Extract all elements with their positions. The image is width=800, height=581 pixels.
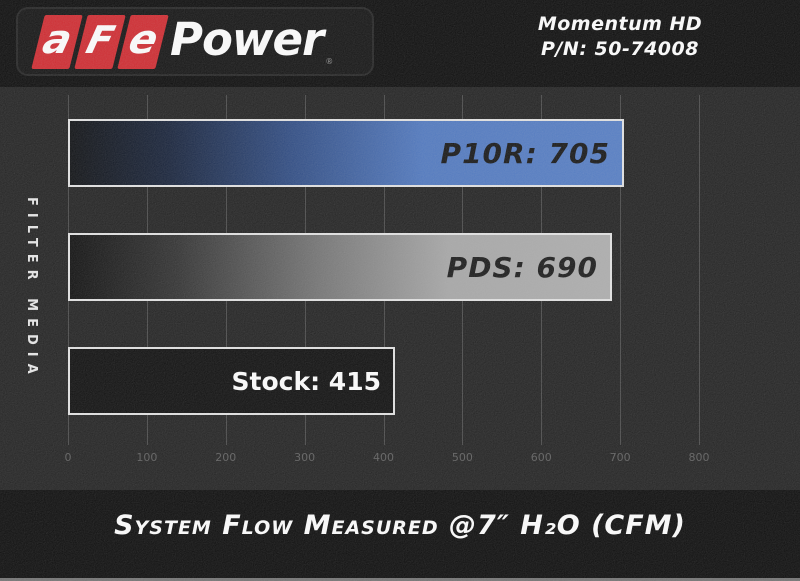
bar-value-label: Stock: 415 bbox=[231, 366, 381, 396]
logo-letter-e: e bbox=[124, 16, 163, 63]
product-name: Momentum HD bbox=[537, 13, 703, 35]
bar-p10r: P10R: 705 bbox=[68, 119, 624, 187]
x-tick-label: 100 bbox=[136, 451, 158, 464]
bar-value-label: PDS: 690 bbox=[446, 250, 598, 284]
x-tick-label: 300 bbox=[294, 451, 316, 464]
logo-tile-a: a bbox=[31, 14, 83, 69]
header: a F e Power ® Momentum HD P/N: 50-74008 bbox=[0, 0, 800, 87]
gridline bbox=[699, 95, 700, 445]
bar-stock: Stock: 415 bbox=[68, 347, 395, 415]
afe-power-logo: a F e Power ® bbox=[18, 9, 372, 74]
bar-chart: P10R: 705 PDS: 690 Stock: 415 0 100 200 300 40… bbox=[0, 87, 800, 490]
footer: System Flow Measured @7″ H₂O (CFM) bbox=[0, 490, 800, 581]
logo-letter-f: F bbox=[82, 17, 119, 62]
x-tick-label: 200 bbox=[215, 451, 237, 464]
x-tick-label: 0 bbox=[64, 451, 72, 464]
y-axis-label: FILTER MEDIA bbox=[24, 87, 39, 490]
y-axis-label-text: FILTER MEDIA bbox=[24, 196, 39, 381]
x-tick-label: 600 bbox=[530, 451, 552, 464]
logo-letter-a: a bbox=[38, 16, 77, 63]
x-tick-label: 500 bbox=[451, 451, 473, 464]
bar-value-label: P10R: 705 bbox=[440, 136, 610, 170]
logo-brand-text: Power bbox=[170, 13, 324, 66]
chart-title: System Flow Measured @7″ H₂O (CFM) bbox=[114, 510, 686, 541]
bar-pds: PDS: 690 bbox=[68, 233, 612, 301]
part-number: P/N: 50-74008 bbox=[541, 37, 699, 60]
logo-tile-e: e bbox=[117, 14, 169, 69]
logo-tile-f: F bbox=[74, 14, 126, 69]
x-tick-label: 800 bbox=[688, 451, 710, 464]
registered-trademark-icon: ® bbox=[325, 57, 334, 66]
x-tick-label: 700 bbox=[609, 451, 631, 464]
product-info: Momentum HD P/N: 50-74008 bbox=[455, 12, 785, 61]
x-tick-label: 400 bbox=[373, 451, 394, 464]
logo-red-tiles: a F e bbox=[31, 14, 169, 69]
